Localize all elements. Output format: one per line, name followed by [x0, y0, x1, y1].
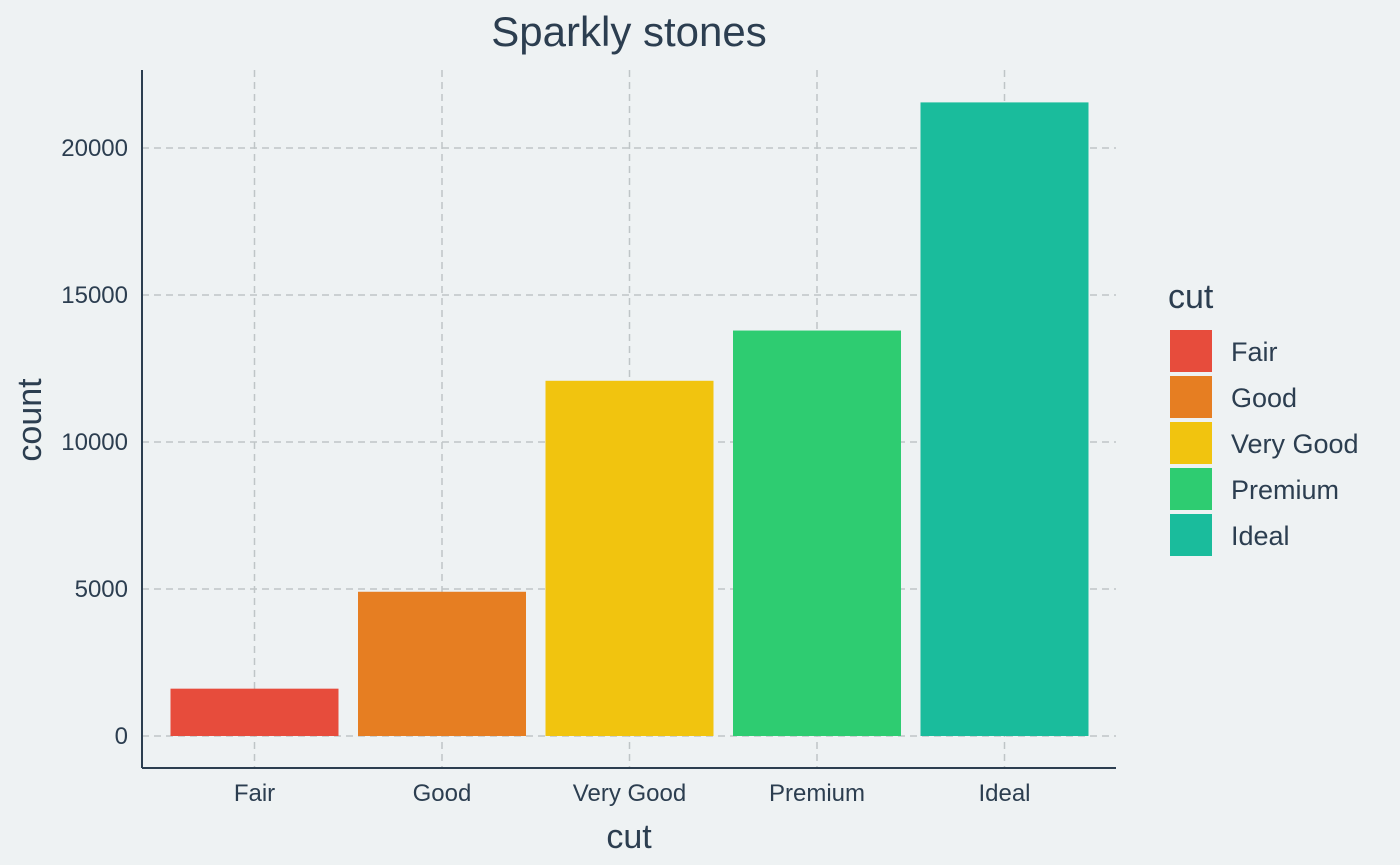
y-tick-label: 15000 [61, 282, 128, 309]
x-tick-labels: Fair Good Very Good Premium Ideal [234, 780, 1031, 807]
legend-swatch [1170, 422, 1212, 464]
y-tick-label: 0 [115, 723, 128, 750]
legend-label: Very Good [1231, 429, 1359, 459]
legend-label: Fair [1231, 337, 1278, 367]
y-tick-labels: 0 5000 10000 15000 20000 [61, 135, 128, 750]
x-tick-label: Premium [769, 780, 865, 807]
axes [141, 70, 1116, 769]
legend-swatch [1170, 330, 1212, 372]
x-tick-label: Fair [234, 780, 275, 807]
x-tick-label: Good [413, 780, 472, 807]
legend-label: Ideal [1231, 521, 1290, 551]
bar-premium [733, 330, 901, 736]
legend-label: Good [1231, 383, 1297, 413]
y-tick-label: 20000 [61, 135, 128, 162]
y-tick-label: 10000 [61, 429, 128, 456]
bar-very-good [545, 380, 714, 736]
x-axis-title: cut [606, 818, 652, 856]
chart-title: Sparkly stones [491, 8, 766, 55]
bar-fair [170, 688, 339, 736]
legend-label: Premium [1231, 475, 1339, 505]
legend-swatch [1170, 376, 1212, 418]
legend-swatch [1170, 514, 1212, 556]
x-tick-label: Very Good [573, 780, 686, 807]
legend: cut Fair Good Very Good Premium Ideal [1168, 278, 1359, 556]
legend-title: cut [1168, 278, 1214, 316]
bar-ideal [920, 102, 1089, 737]
bar-good [358, 591, 526, 736]
bars [170, 102, 1089, 737]
y-axis-title: count [11, 378, 49, 462]
x-tick-label: Ideal [978, 780, 1030, 807]
legend-swatch [1170, 468, 1212, 510]
y-tick-label: 5000 [75, 576, 128, 603]
